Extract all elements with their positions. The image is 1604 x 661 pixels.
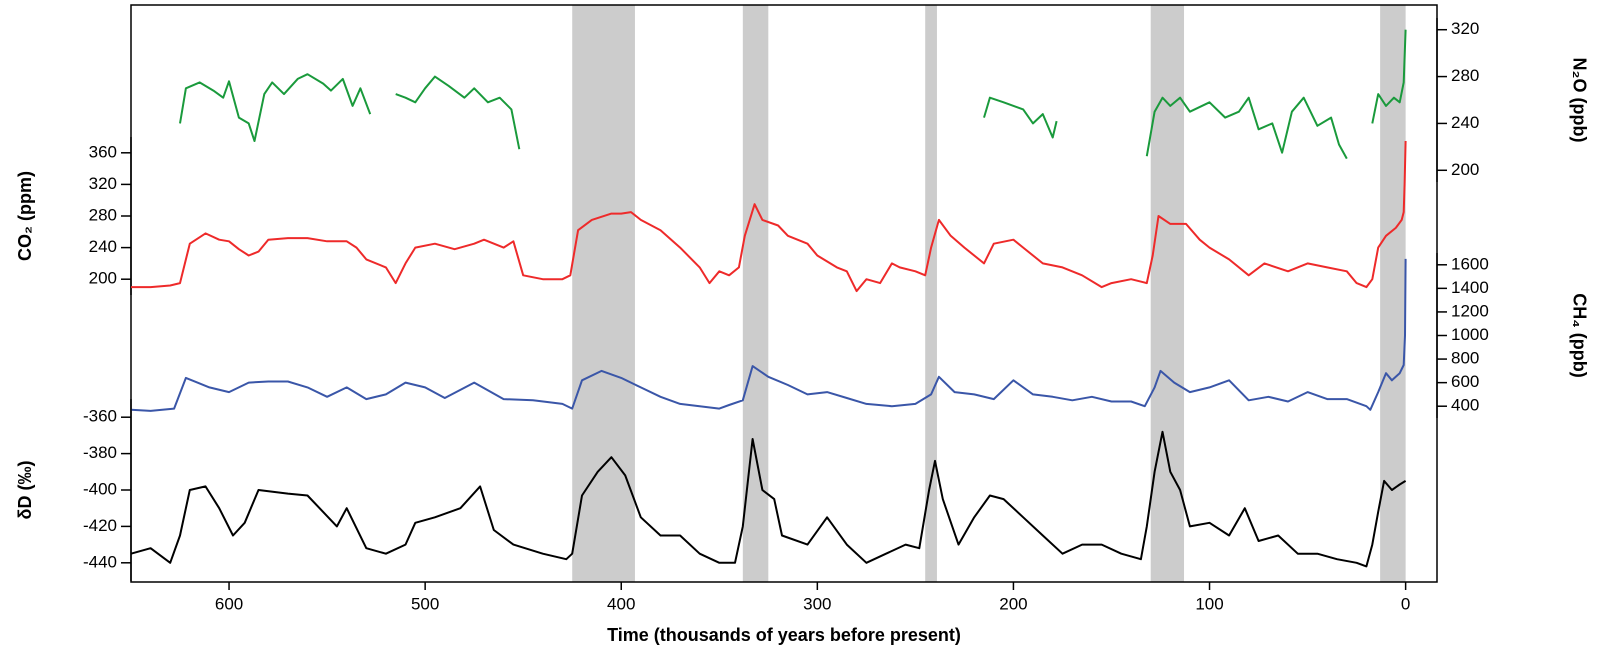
y-tick-label: 240 xyxy=(89,237,117,256)
y-tick-label: 320 xyxy=(1451,19,1479,38)
y-tick-label: 280 xyxy=(1451,66,1479,85)
series-line xyxy=(179,29,1407,160)
y-tick-label: 280 xyxy=(89,205,117,224)
y-axis-label: δD (‰) xyxy=(15,461,35,520)
x-tick-label: 200 xyxy=(999,594,1027,613)
x-tick-label: 600 xyxy=(215,594,243,613)
series-line xyxy=(131,140,1407,293)
y-tick-label: -380 xyxy=(83,443,117,462)
y-axis-label: CH₄ (ppb) xyxy=(1569,293,1589,378)
x-tick-label: 100 xyxy=(1195,594,1223,613)
y-tick-label: -420 xyxy=(83,516,117,535)
y-tick-label: 240 xyxy=(1451,113,1479,132)
interglacial-band xyxy=(572,5,635,582)
y-tick-label: 600 xyxy=(1451,372,1479,391)
y-tick-label: 1400 xyxy=(1451,278,1489,297)
series-line xyxy=(130,430,1407,568)
y-tick-label: 320 xyxy=(89,174,117,193)
y-tick-label: 1000 xyxy=(1451,325,1489,344)
y-tick-label: 1600 xyxy=(1451,254,1489,273)
y-tick-label: 360 xyxy=(89,142,117,161)
x-tick-label: 400 xyxy=(607,594,635,613)
x-tick-label: 300 xyxy=(803,594,831,613)
y-tick-label: 200 xyxy=(89,269,117,288)
y-tick-label: 200 xyxy=(1451,160,1479,179)
y-tick-label: -400 xyxy=(83,479,117,498)
y-tick-label: -440 xyxy=(83,552,117,571)
x-tick-label: 0 xyxy=(1401,594,1410,613)
y-axis-label: CO₂ (ppm) xyxy=(15,171,35,261)
series-line xyxy=(130,258,1407,412)
plot-frame xyxy=(130,4,1438,583)
y-tick-label: 400 xyxy=(1451,396,1479,415)
interglacial-band xyxy=(1150,5,1185,582)
y-tick-label: 800 xyxy=(1451,349,1479,368)
y-axis-label: N₂O (ppb) xyxy=(1569,58,1589,143)
y-tick-label: -360 xyxy=(83,407,117,426)
interglacial-band xyxy=(1380,5,1406,582)
y-tick-label: 1200 xyxy=(1451,301,1489,320)
x-axis-label: Time (thousands of years before present) xyxy=(607,625,961,645)
x-tick-label: 500 xyxy=(411,594,439,613)
interglacial-band xyxy=(925,5,937,582)
